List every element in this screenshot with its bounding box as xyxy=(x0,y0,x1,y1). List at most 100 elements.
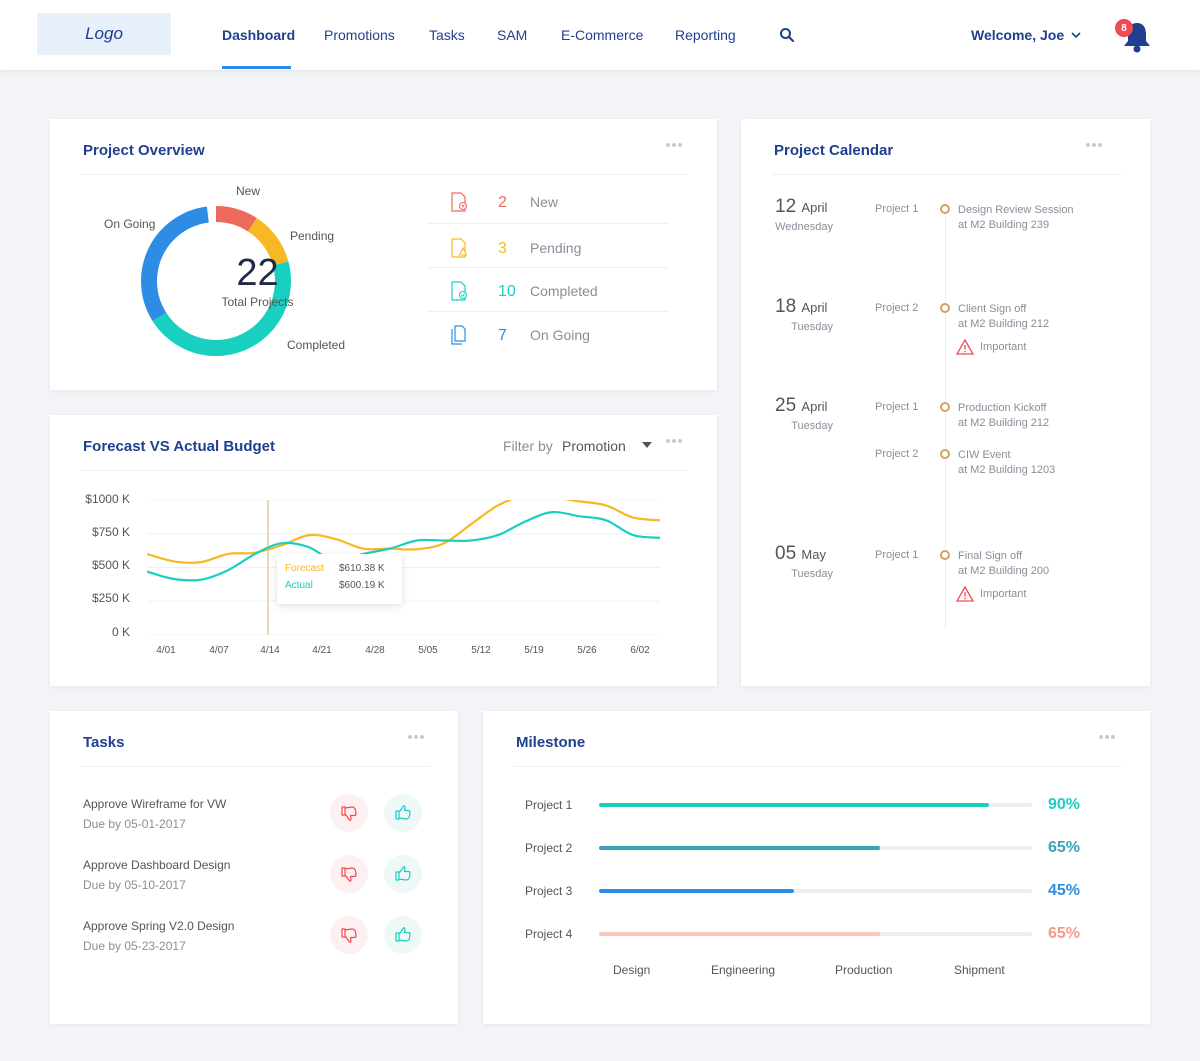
x-tick-label: 4/28 xyxy=(365,645,385,656)
status-row-pending[interactable]: 3 Pending xyxy=(428,238,668,282)
approve-task-button[interactable] xyxy=(384,916,422,954)
status-count: 10 xyxy=(498,283,516,300)
weekday: Wednesday xyxy=(775,221,833,233)
thumbs-up-icon xyxy=(395,866,411,881)
stage-label: Engineering xyxy=(711,963,776,977)
milestone-project-label: Project 3 xyxy=(525,884,573,898)
status-label: New xyxy=(530,194,559,210)
reject-task-button[interactable] xyxy=(330,794,368,832)
status-count: 2 xyxy=(498,194,507,211)
approve-task-button[interactable] xyxy=(384,794,422,832)
approve-task-button[interactable] xyxy=(384,855,422,893)
status-label: Completed xyxy=(530,283,598,299)
thumbs-down-icon xyxy=(341,928,357,943)
month-name: April xyxy=(801,200,828,215)
divider xyxy=(80,174,688,175)
calendar-event[interactable]: Design Review Session at M2 Building 239 xyxy=(958,203,1074,233)
event-title: CIW Event xyxy=(958,449,1011,461)
card-title: Project Calendar xyxy=(774,142,894,159)
calendar-event[interactable]: Production Kickoff at M2 Building 212 xyxy=(958,401,1049,431)
chart-tooltip: Forecast $610.38 K Actual $600.19 K xyxy=(277,554,402,604)
thumbs-down-icon xyxy=(341,867,357,882)
task-title[interactable]: Approve Dashboard Design xyxy=(83,858,231,872)
logo[interactable]: Logo xyxy=(37,13,171,55)
day-number: 12 xyxy=(775,196,797,217)
milestone-progress-fill xyxy=(599,889,794,893)
more-icon[interactable] xyxy=(1099,735,1117,741)
card-title: Milestone xyxy=(516,734,586,751)
nav-promotions[interactable]: Promotions xyxy=(324,27,395,43)
nav-sam[interactable]: SAM xyxy=(497,27,528,43)
tooltip-actual-label: Actual xyxy=(285,580,313,591)
nav-reporting[interactable]: Reporting xyxy=(675,27,736,43)
timeline-dot xyxy=(940,204,950,214)
donut-label-ongoing: On Going xyxy=(104,217,156,231)
nav-tasks[interactable]: Tasks xyxy=(429,27,465,43)
caret-down-icon[interactable] xyxy=(642,442,652,448)
warning-icon xyxy=(956,339,974,355)
task-title[interactable]: Approve Spring V2.0 Design xyxy=(83,919,235,933)
event-title: Production Kickoff xyxy=(958,402,1047,414)
important-label: Important xyxy=(980,341,1027,353)
calendar-event[interactable]: CIW Event at M2 Building 1203 xyxy=(958,448,1055,478)
milestone-progress-fill xyxy=(599,846,881,850)
y-tick-label: $500 K xyxy=(91,558,130,572)
event-location: at M2 Building 200 xyxy=(958,565,1050,577)
project-status-donut xyxy=(141,206,291,356)
month-name: April xyxy=(801,300,828,315)
y-tick-label: 0 K xyxy=(111,625,130,639)
task-title[interactable]: Approve Wireframe for VW xyxy=(83,797,227,811)
weekday: Tuesday xyxy=(791,568,833,580)
status-row-completed[interactable]: 10 Completed xyxy=(428,281,668,325)
project-calendar-card: Project Calendar 12 April Wednesday Proj… xyxy=(741,119,1150,686)
divider xyxy=(428,311,668,312)
total-projects-label: Total Projects xyxy=(221,295,294,309)
task-due-date: Due by 05-23-2017 xyxy=(83,939,186,953)
forecast-actual-line-chart[interactable] xyxy=(147,500,660,635)
more-icon[interactable] xyxy=(408,735,426,741)
search-icon[interactable] xyxy=(779,27,795,43)
calendar-date: 18 April xyxy=(775,296,827,318)
more-icon[interactable] xyxy=(666,143,684,149)
new-file-icon xyxy=(451,192,468,212)
divider xyxy=(513,766,1121,767)
user-menu[interactable]: Welcome, Joe xyxy=(971,27,1065,43)
milestone-progress-track xyxy=(599,889,1032,893)
tooltip-forecast-value: $610.38 K xyxy=(339,563,385,574)
tooltip-actual-value: $600.19 K xyxy=(339,580,385,591)
reject-task-button[interactable] xyxy=(330,916,368,954)
card-title: Forecast VS Actual Budget xyxy=(83,438,275,455)
nav-dashboard[interactable]: Dashboard xyxy=(222,27,296,43)
more-icon[interactable] xyxy=(666,439,684,445)
x-tick-label: 4/07 xyxy=(209,645,229,656)
total-projects-count: 22 xyxy=(236,252,279,294)
project-overview-card: Project Overview 22 Total Projects New P… xyxy=(50,119,717,390)
active-tab-indicator xyxy=(222,66,291,69)
more-icon[interactable] xyxy=(1086,143,1104,149)
day-number: 18 xyxy=(775,296,797,317)
calendar-event[interactable]: Final Sign off at M2 Building 200 xyxy=(958,549,1049,579)
thumbs-up-icon xyxy=(395,805,411,820)
status-count: 7 xyxy=(498,327,507,344)
status-label: Pending xyxy=(530,240,582,256)
status-count: 3 xyxy=(498,240,507,257)
milestone-progress-track xyxy=(599,932,1032,936)
calendar-date: 12 April xyxy=(775,196,827,218)
milestone-percent: 45% xyxy=(1048,882,1081,899)
milestone-percent: 65% xyxy=(1048,925,1081,942)
card-title: Project Overview xyxy=(83,142,205,159)
filter-select[interactable]: Promotion xyxy=(562,438,626,454)
y-tick-label: $750 K xyxy=(91,525,130,539)
status-row-ongoing[interactable]: 7 On Going xyxy=(428,325,668,369)
month-name: May xyxy=(801,547,826,562)
calendar-event[interactable]: Client Sign off at M2 Building 212 xyxy=(958,302,1049,332)
x-tick-label: 5/12 xyxy=(471,645,491,656)
event-title: Design Review Session xyxy=(958,204,1074,216)
timeline-dot xyxy=(940,449,950,459)
stage-label: Shipment xyxy=(954,963,1005,977)
status-row-new[interactable]: 2 New xyxy=(428,192,668,236)
reject-task-button[interactable] xyxy=(330,855,368,893)
chevron-down-icon[interactable] xyxy=(1070,30,1082,40)
notification-badge: 8 xyxy=(1115,19,1133,37)
nav-e-commerce[interactable]: E-Commerce xyxy=(561,27,644,43)
